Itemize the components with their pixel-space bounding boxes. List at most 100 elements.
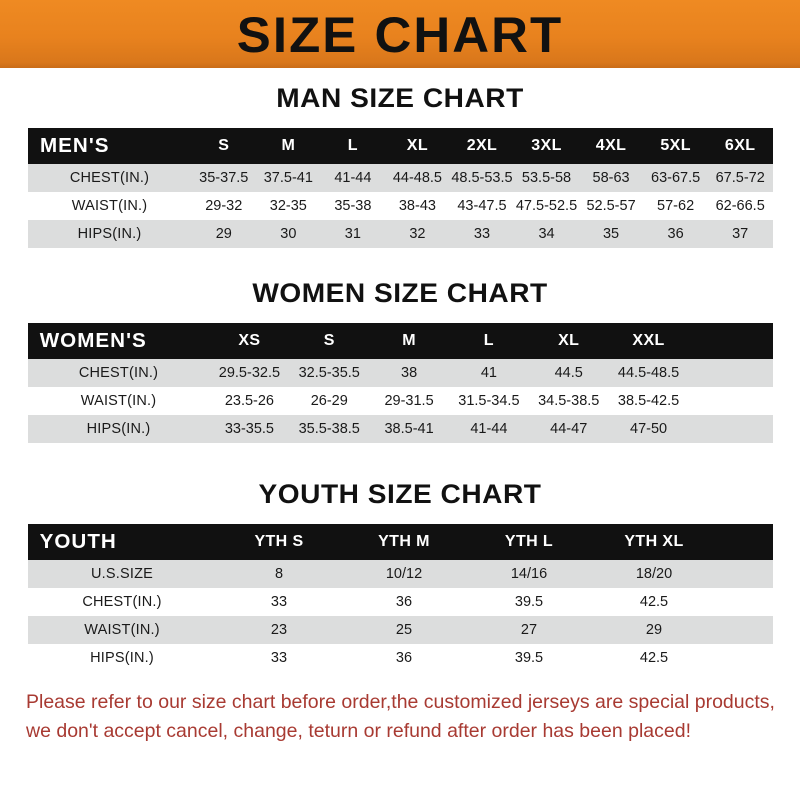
youth-row-label-waist: WAIST(IN.) <box>27 616 217 644</box>
man-col-3xl: 3XL <box>531 137 562 154</box>
footer-disclaimer: Please refer to our size chart before or… <box>26 688 775 746</box>
women-hips-xxl: 47-50 <box>608 415 689 443</box>
man-hips-xl: 32 <box>385 220 450 248</box>
man-col-5xl: 5XL <box>660 137 691 154</box>
youth-hips-xl: 42.5 <box>591 644 717 672</box>
women-col-empty <box>689 323 773 359</box>
women-col-m: M <box>402 332 416 349</box>
man-hips-s: 29 <box>191 220 257 248</box>
women-row-label-chest: CHEST(IN.) <box>27 359 210 387</box>
women-hips-xs: 33-35.5 <box>209 415 290 443</box>
youth-chest-m: 36 <box>341 588 467 616</box>
youth-ussize-xl: 18/20 <box>591 560 717 588</box>
table-row: U.S.SIZE 8 10/12 14/16 18/20 <box>27 560 773 588</box>
man-table-header: MEN'S S M L XL 2XL 3XL 4XL 5XL 6XL <box>27 128 773 164</box>
women-chest-s: 32.5-35.5 <box>289 359 370 387</box>
man-col-s: S <box>218 137 230 154</box>
man-col-l: L <box>347 137 358 154</box>
women-chest-l: 41 <box>448 359 529 387</box>
youth-hips-l: 39.5 <box>466 644 592 672</box>
youth-corner-label: YOUTH <box>39 530 117 553</box>
youth-hips-s: 33 <box>216 644 342 672</box>
man-chest-4xl: 58-63 <box>578 164 644 192</box>
man-col-4xl: 4XL <box>595 137 627 154</box>
women-waist-empty <box>688 387 773 415</box>
youth-table-body: U.S.SIZE 8 10/12 14/16 18/20 CHEST(IN.) … <box>27 560 773 672</box>
women-chest-xxl: 44.5-48.5 <box>608 359 689 387</box>
page-banner: SIZE CHART <box>0 0 800 68</box>
table-row: WAIST(IN.) 23.5-26 26-29 29-31.5 31.5-34… <box>27 387 773 415</box>
man-waist-3xl: 47.5-52.5 <box>514 192 579 220</box>
man-chest-s: 35-37.5 <box>191 164 257 192</box>
table-row: HIPS(IN.) 29 30 31 32 33 34 35 36 37 <box>27 220 773 248</box>
man-waist-2xl: 43-47.5 <box>449 192 515 220</box>
youth-size-table: YOUTH YTH S YTH M YTH L YTH XL U.S.SIZE … <box>27 524 773 672</box>
women-hips-xl: 44-47 <box>528 415 609 443</box>
man-hips-m: 30 <box>256 220 321 248</box>
man-chest-m: 37.5-41 <box>256 164 321 192</box>
man-size-table: MEN'S S M L XL 2XL 3XL 4XL 5XL 6XL CHEST… <box>27 128 773 248</box>
women-col-xxl: XXL <box>632 332 665 349</box>
man-corner-label: MEN'S <box>39 134 110 157</box>
man-chest-6xl: 67.5-72 <box>707 164 773 192</box>
youth-chest-s: 33 <box>216 588 342 616</box>
table-row: CHEST(IN.) 33 36 39.5 42.5 <box>27 588 773 616</box>
women-col-xs: XS <box>238 332 261 349</box>
man-col-6xl: 6XL <box>724 137 756 154</box>
page-title: SIZE CHART <box>236 7 564 63</box>
women-waist-m: 29-31.5 <box>369 387 449 415</box>
youth-col-empty <box>717 524 773 560</box>
youth-waist-xl: 29 <box>591 616 717 644</box>
man-hips-l: 31 <box>320 220 386 248</box>
man-waist-5xl: 57-62 <box>643 192 708 220</box>
women-hips-empty <box>688 415 773 443</box>
man-table-body: CHEST(IN.) 35-37.5 37.5-41 41-44 44-48.5… <box>27 164 773 248</box>
youth-row-label-ussize: U.S.SIZE <box>27 560 217 588</box>
youth-col-l: YTH L <box>504 533 554 550</box>
man-waist-s: 29-32 <box>191 192 257 220</box>
youth-hips-m: 36 <box>341 644 467 672</box>
women-corner-label: WOMEN'S <box>39 329 147 352</box>
women-table-header: WOMEN'S XS S M L XL XXL <box>27 323 773 359</box>
man-row-label-waist: WAIST(IN.) <box>27 192 192 220</box>
man-waist-l: 35-38 <box>320 192 386 220</box>
youth-col-xl: YTH XL <box>624 533 684 550</box>
man-col-xl: XL <box>406 137 429 154</box>
man-hips-5xl: 36 <box>643 220 708 248</box>
man-chest-l: 41-44 <box>320 164 386 192</box>
man-col-m: M <box>281 137 296 154</box>
youth-waist-m: 25 <box>341 616 467 644</box>
man-row-label-chest: CHEST(IN.) <box>27 164 192 192</box>
youth-hips-empty <box>716 644 773 672</box>
youth-chest-l: 39.5 <box>466 588 592 616</box>
women-chest-m: 38 <box>369 359 449 387</box>
table-row: HIPS(IN.) 33 36 39.5 42.5 <box>27 644 773 672</box>
women-waist-xxl: 38.5-42.5 <box>608 387 689 415</box>
women-header-row: WOMEN'S XS S M L XL XXL <box>27 323 773 359</box>
youth-col-s: YTH S <box>254 533 304 550</box>
youth-section-title: YOUTH SIZE CHART <box>258 479 542 509</box>
women-chest-xs: 29.5-32.5 <box>209 359 290 387</box>
women-row-label-waist: WAIST(IN.) <box>27 387 210 415</box>
youth-waist-l: 27 <box>466 616 592 644</box>
women-chest-xl: 44.5 <box>528 359 609 387</box>
women-chest-empty <box>688 359 773 387</box>
youth-row-label-chest: CHEST(IN.) <box>27 588 217 616</box>
women-hips-m: 38.5-41 <box>369 415 449 443</box>
man-chest-xl: 44-48.5 <box>385 164 450 192</box>
man-chest-3xl: 53.5-58 <box>514 164 579 192</box>
table-row: HIPS(IN.) 33-35.5 35.5-38.5 38.5-41 41-4… <box>27 415 773 443</box>
man-hips-4xl: 35 <box>578 220 644 248</box>
women-waist-l: 31.5-34.5 <box>448 387 529 415</box>
youth-col-m: YTH M <box>378 533 430 550</box>
youth-ussize-l: 14/16 <box>466 560 592 588</box>
footer-line-2: we don't accept cancel, change, teturn o… <box>26 720 691 742</box>
table-row: WAIST(IN.) 23 25 27 29 <box>27 616 773 644</box>
man-waist-6xl: 62-66.5 <box>707 192 773 220</box>
youth-waist-s: 23 <box>216 616 342 644</box>
women-hips-l: 41-44 <box>448 415 529 443</box>
table-row: CHEST(IN.) 29.5-32.5 32.5-35.5 38 41 44.… <box>27 359 773 387</box>
man-waist-m: 32-35 <box>256 192 321 220</box>
table-row: CHEST(IN.) 35-37.5 37.5-41 41-44 44-48.5… <box>27 164 773 192</box>
man-waist-4xl: 52.5-57 <box>578 192 644 220</box>
